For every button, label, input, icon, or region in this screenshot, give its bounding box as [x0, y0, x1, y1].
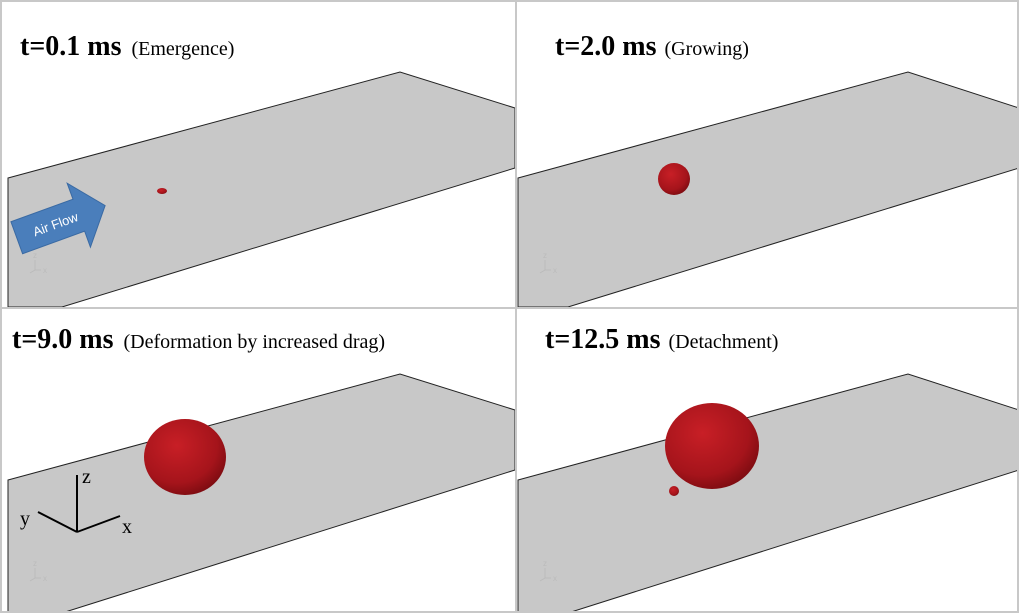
- time-label: t=0.1 ms: [20, 31, 122, 62]
- time-label: t=12.5 ms: [545, 324, 661, 355]
- mini-axis-label: x: [43, 266, 47, 275]
- page: Air Flow z x y z x z x z x z x t=0.1 ms(…: [0, 0, 1019, 613]
- droplet: [157, 188, 167, 194]
- time-label: t=9.0 ms: [12, 324, 114, 355]
- mini-axis-label: x: [553, 574, 557, 583]
- mini-axis-label: z: [543, 559, 547, 568]
- mini-axis-label: x: [43, 574, 47, 583]
- droplet: [658, 163, 690, 195]
- mini-axis-label: x: [553, 266, 557, 275]
- caption: (Emergence): [132, 38, 235, 60]
- droplet: [144, 419, 226, 495]
- axis-label: z: [82, 466, 91, 488]
- mini-axis-label: z: [33, 251, 37, 260]
- caption: (Deformation by increased drag): [124, 331, 386, 353]
- droplet: [665, 403, 759, 489]
- axis-label: y: [20, 508, 30, 530]
- mini-axis-label: z: [33, 559, 37, 568]
- caption: (Growing): [665, 38, 749, 60]
- axis-label: x: [122, 516, 132, 538]
- caption: (Detachment): [669, 331, 779, 353]
- figure: Air Flow z x y z x z x z x z x t=0.1 ms(…: [0, 0, 1019, 613]
- time-label: t=2.0 ms: [555, 31, 657, 62]
- droplet: [669, 486, 679, 496]
- mini-axis-label: z: [543, 251, 547, 260]
